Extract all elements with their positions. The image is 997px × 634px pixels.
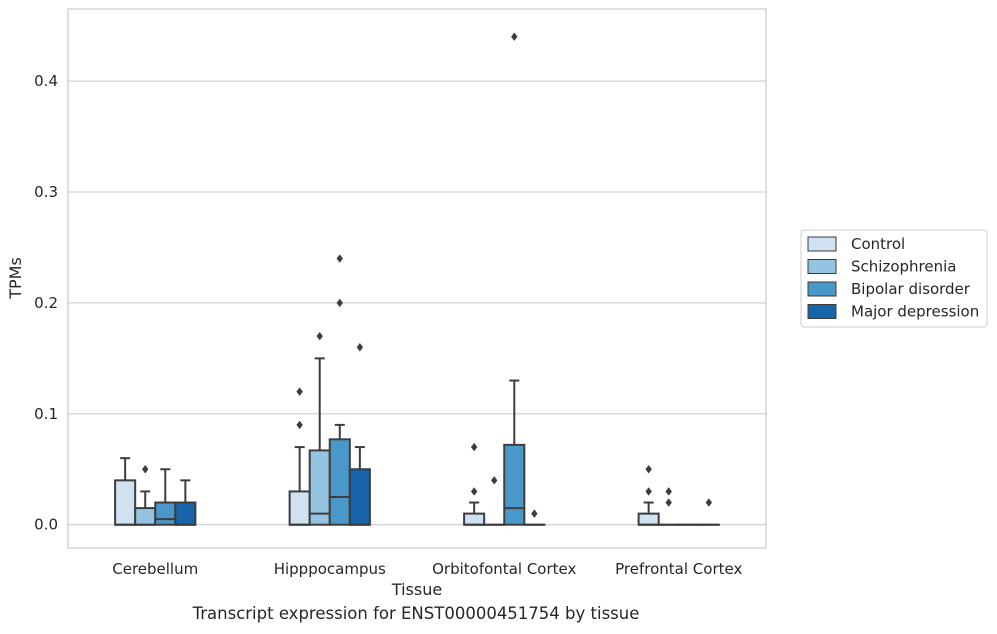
box-schizophrenia	[308, 331, 331, 526]
x-tick-label: Cerebellum	[112, 560, 198, 578]
y-tick-label: 0.4	[34, 72, 58, 90]
legend: Control Schizophrenia Bipolar disorder Majo…	[800, 229, 988, 328]
box-body	[134, 507, 157, 526]
box-bipolar-disorder	[154, 468, 177, 526]
box-body	[503, 443, 526, 526]
x-tick-label: Hipppocampus	[274, 560, 386, 578]
y-tick-label: 0.0	[34, 516, 58, 534]
legend-swatch	[807, 236, 837, 252]
x-tick-label: Orbitofontal Cortex	[432, 560, 576, 578]
box-body	[328, 438, 351, 526]
legend-swatch	[807, 259, 837, 274]
y-tick-label: 0.3	[34, 183, 58, 201]
outlier-point	[142, 465, 149, 474]
y-tick-label: 0.2	[34, 294, 58, 312]
box-body	[637, 512, 660, 526]
box-major-depression	[697, 498, 720, 526]
outlier-point	[665, 498, 672, 507]
outlier-point	[296, 387, 303, 396]
box-bipolar-disorder	[503, 32, 526, 526]
box-bipolar-disorder	[328, 254, 351, 526]
outlier-point	[470, 442, 478, 452]
box-body	[154, 501, 177, 526]
box-body	[348, 468, 371, 526]
outlier-point	[705, 498, 713, 507]
legend-frame	[800, 229, 988, 328]
box-major-depression	[174, 479, 197, 526]
box-schizophrenia	[483, 476, 506, 526]
box-body	[288, 490, 311, 526]
box-schizophrenia	[134, 465, 157, 526]
y-tick-label: 0.1	[34, 405, 58, 423]
legend-swatch	[807, 304, 837, 319]
outlier-point	[316, 331, 323, 341]
box-major-depression	[523, 509, 546, 526]
outlier-point	[336, 298, 343, 308]
outlier-point	[665, 487, 672, 496]
outlier-point	[470, 487, 478, 496]
outlier-point	[356, 343, 364, 352]
box-control	[114, 457, 137, 526]
legend-label: Schizophrenia	[851, 258, 956, 276]
outlier-point	[296, 420, 303, 430]
plot-frame	[67, 8, 767, 549]
outlier-point	[645, 465, 652, 474]
x-axis-ticks: Cerebellum Hipppocampus Orbitofontal Corte…	[112, 560, 742, 578]
box-control	[288, 387, 311, 526]
grid-lines	[68, 80, 766, 526]
box-body	[174, 501, 197, 526]
legend-label: Major depression	[851, 303, 979, 321]
box-plot-series	[114, 32, 720, 526]
outlier-point	[645, 487, 652, 496]
y-axis-label: TPMs	[6, 257, 25, 300]
x-tick-label: Prefrontal Cortex	[615, 560, 742, 578]
outlier-point	[491, 476, 498, 485]
outlier-point	[511, 32, 518, 41]
box-schizophrenia	[657, 487, 680, 526]
box-body	[463, 512, 486, 526]
legend-label: Control	[851, 235, 905, 253]
box-body	[114, 479, 137, 526]
figure-caption: Transcript expression for ENST0000045175…	[192, 604, 640, 623]
legend-label: Bipolar disorder	[851, 280, 971, 298]
box-control	[463, 442, 486, 526]
y-axis-ticks: 0.0 0.1 0.2 0.3 0.4	[34, 72, 58, 534]
box-control	[637, 465, 660, 526]
box-major-depression	[348, 343, 371, 526]
legend-swatch	[807, 281, 837, 297]
outlier-point	[531, 509, 538, 518]
x-axis-label: Tissue	[391, 580, 442, 599]
outlier-point	[336, 254, 343, 263]
